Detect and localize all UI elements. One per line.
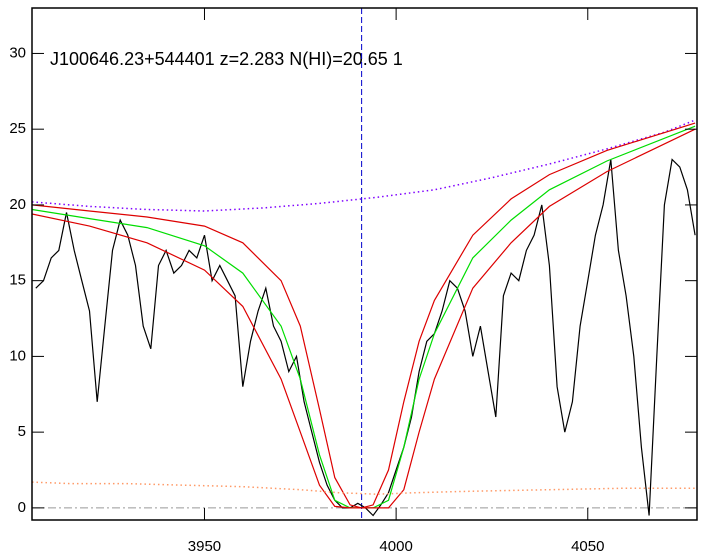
y-tick-label: 25 (9, 120, 26, 137)
annotation: J100646.23+544401 z=2.283 N(HI)=20.65 1 (50, 49, 403, 69)
y-tick-label: 15 (9, 272, 26, 289)
y-tick-label: 5 (18, 423, 26, 440)
y-tick-label: 10 (9, 347, 26, 364)
x-tick-label: 4050 (571, 538, 604, 555)
plot-frame (31, 7, 698, 521)
y-tick-label: 20 (9, 196, 26, 213)
series-line (32, 119, 696, 212)
x-tick-label: 4000 (379, 538, 412, 555)
series-line (32, 481, 696, 495)
series-line (32, 128, 696, 509)
y-tick-label: 0 (18, 499, 26, 516)
y-tick-label: 30 (9, 44, 26, 61)
x-tick-label: 3950 (188, 538, 221, 555)
